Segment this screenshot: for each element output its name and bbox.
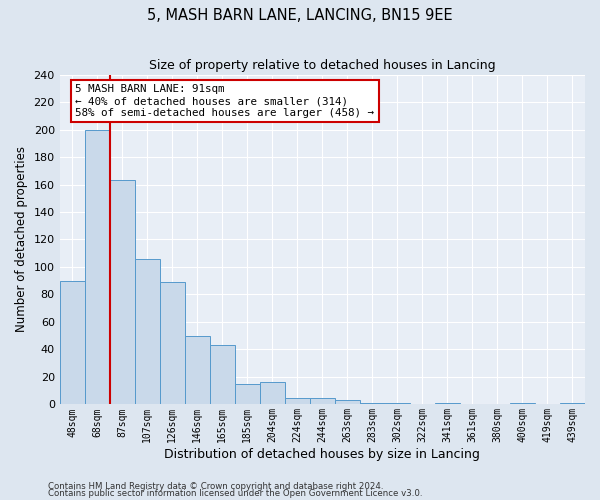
Bar	[185, 336, 210, 404]
Text: Contains public sector information licensed under the Open Government Licence v3: Contains public sector information licen…	[48, 490, 422, 498]
Bar	[560, 403, 585, 404]
Bar	[285, 398, 310, 404]
Bar	[435, 403, 460, 404]
Bar	[85, 130, 110, 404]
Bar	[260, 382, 285, 404]
Bar	[385, 403, 410, 404]
Text: 5 MASH BARN LANE: 91sqm
← 40% of detached houses are smaller (314)
58% of semi-d: 5 MASH BARN LANE: 91sqm ← 40% of detache…	[76, 84, 374, 117]
Bar	[110, 180, 135, 404]
X-axis label: Distribution of detached houses by size in Lancing: Distribution of detached houses by size …	[164, 448, 480, 461]
Bar	[135, 258, 160, 404]
Bar	[160, 282, 185, 405]
Bar	[510, 403, 535, 404]
Bar	[210, 346, 235, 405]
Title: Size of property relative to detached houses in Lancing: Size of property relative to detached ho…	[149, 59, 496, 72]
Bar	[235, 384, 260, 404]
Bar	[335, 400, 360, 404]
Y-axis label: Number of detached properties: Number of detached properties	[15, 146, 28, 332]
Bar	[59, 280, 85, 404]
Text: Contains HM Land Registry data © Crown copyright and database right 2024.: Contains HM Land Registry data © Crown c…	[48, 482, 383, 491]
Text: 5, MASH BARN LANE, LANCING, BN15 9EE: 5, MASH BARN LANE, LANCING, BN15 9EE	[147, 8, 453, 22]
Bar	[310, 398, 335, 404]
Bar	[360, 403, 385, 404]
